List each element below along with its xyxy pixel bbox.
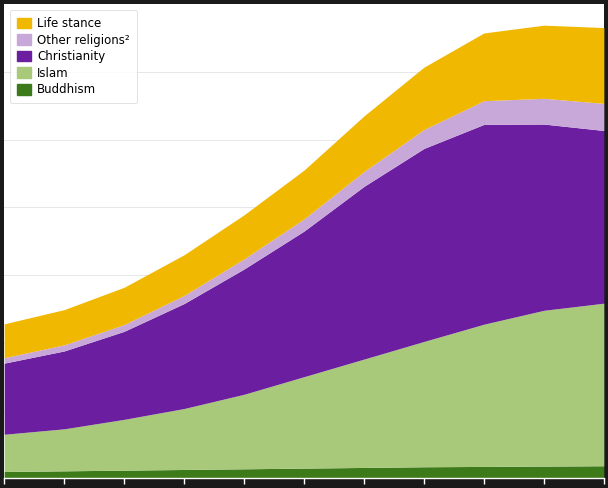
Legend: Life stance, Other religions², Christianity, Islam, Buddhism: Life stance, Other religions², Christian… — [10, 10, 137, 103]
